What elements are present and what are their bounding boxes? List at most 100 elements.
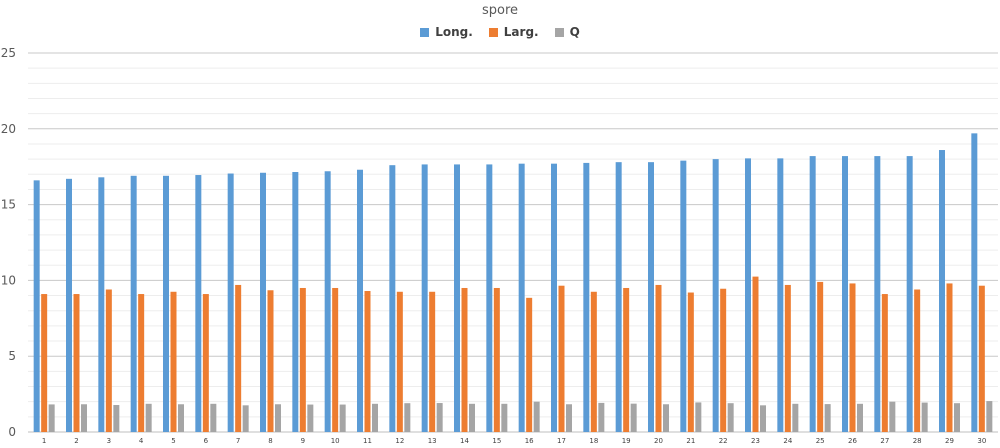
bar-q-4: [145, 403, 152, 432]
bar-q-21: [695, 402, 702, 432]
bar-larg-12: [396, 291, 403, 432]
bar-q-1: [48, 404, 55, 432]
bar-long-23: [745, 158, 751, 432]
legend-item-q: Q: [554, 25, 580, 39]
bar-long-15: [486, 164, 493, 432]
bar-q-30: [986, 401, 993, 432]
bar-larg-29: [946, 283, 953, 432]
bar-larg-23: [752, 276, 759, 432]
x-tick-label: 4: [139, 437, 144, 445]
bar-long-28: [906, 156, 913, 432]
bar-long-30: [971, 133, 978, 432]
bar-q-18: [598, 402, 605, 432]
legend-label-long: Long.: [435, 25, 473, 39]
bar-long-12: [389, 165, 396, 432]
bar-long-10: [324, 171, 331, 433]
bar-q-26: [857, 403, 863, 432]
bar-larg-13: [429, 291, 436, 432]
y-tick-label: 10: [1, 273, 16, 287]
legend-label-q: Q: [569, 25, 580, 39]
x-tick-label: 17: [557, 437, 566, 445]
bar-q-9: [307, 404, 314, 432]
bar-q-11: [372, 403, 378, 432]
bar-larg-21: [687, 292, 694, 432]
bar-long-24: [777, 158, 784, 432]
bar-larg-25: [817, 281, 824, 432]
bar-long-7: [227, 173, 234, 432]
bar-q-5: [178, 404, 184, 432]
bar-larg-4: [138, 294, 145, 432]
x-tick-label: 7: [236, 437, 240, 445]
x-tick-label: 28: [913, 437, 922, 445]
legend-label-larg: Larg.: [503, 25, 539, 39]
x-tick-label: 12: [395, 437, 404, 445]
bar-larg-5: [170, 291, 177, 432]
bar-larg-2: [73, 294, 80, 432]
x-tick-label: 9: [301, 437, 305, 445]
bar-q-27: [889, 401, 896, 432]
bar-q-22: [727, 403, 734, 432]
bar-larg-27: [881, 294, 888, 432]
chart-title: spore: [481, 3, 519, 18]
bar-long-11: [357, 169, 363, 432]
bar-long-16: [518, 163, 525, 432]
bar-q-7: [242, 405, 249, 432]
legend-swatch-long: [420, 27, 430, 37]
bar-q-20: [663, 404, 669, 432]
bar-q-28: [921, 402, 928, 432]
legend-swatch-larg: [488, 27, 498, 37]
y-tick-label: 0: [8, 425, 16, 439]
x-tick-label: 10: [331, 437, 340, 445]
bar-larg-8: [267, 290, 274, 432]
bar-long-22: [712, 159, 719, 432]
bar-q-14: [469, 403, 475, 432]
bar-long-17: [551, 163, 557, 432]
x-tick-label: 23: [751, 437, 760, 445]
legend-item-long: Long.: [420, 25, 473, 39]
bar-larg-7: [235, 284, 242, 432]
x-tick-label: 1: [42, 437, 46, 445]
bar-long-5: [163, 175, 169, 432]
bar-larg-1: [41, 294, 48, 432]
bar-long-1: [33, 180, 40, 432]
bar-q-16: [533, 401, 540, 432]
bar-q-23: [760, 405, 766, 432]
bar-q-12: [404, 403, 411, 432]
bar-larg-9: [299, 287, 306, 432]
bar-q-24: [792, 403, 799, 432]
x-tick-label: 18: [589, 437, 598, 445]
bar-q-10: [339, 404, 346, 432]
y-tick-label: 5: [8, 349, 16, 363]
x-tick-label: 19: [622, 437, 631, 445]
bar-long-20: [648, 162, 654, 433]
legend: Long. Larg. Q: [0, 25, 1000, 39]
x-tick-label: 27: [880, 437, 889, 445]
y-tick-label: 20: [1, 122, 16, 136]
x-tick-label: 14: [460, 437, 469, 445]
bar-long-6: [195, 175, 202, 432]
x-tick-label: 30: [977, 437, 986, 445]
bar-larg-20: [655, 284, 662, 432]
bar-long-4: [130, 175, 137, 432]
bar-q-6: [210, 403, 217, 432]
bar-long-2: [66, 178, 72, 432]
bar-larg-28: [914, 289, 921, 432]
bar-long-13: [421, 164, 428, 432]
bar-larg-16: [526, 297, 533, 432]
bar-long-25: [809, 156, 816, 432]
x-tick-label: 2: [74, 437, 78, 445]
bar-larg-17: [558, 285, 565, 432]
bar-larg-10: [332, 287, 339, 432]
x-tick-label: 29: [945, 437, 954, 445]
bar-long-29: [939, 150, 945, 433]
x-tick-label: 24: [783, 437, 792, 445]
x-tick-label: 25: [816, 437, 825, 445]
bar-long-18: [583, 162, 590, 432]
bar-larg-15: [493, 287, 500, 432]
x-tick-label: 13: [428, 437, 437, 445]
x-tick-label: 22: [719, 437, 728, 445]
bar-larg-3: [105, 289, 112, 432]
bar-q-3: [113, 405, 120, 432]
bar-q-29: [954, 403, 960, 432]
